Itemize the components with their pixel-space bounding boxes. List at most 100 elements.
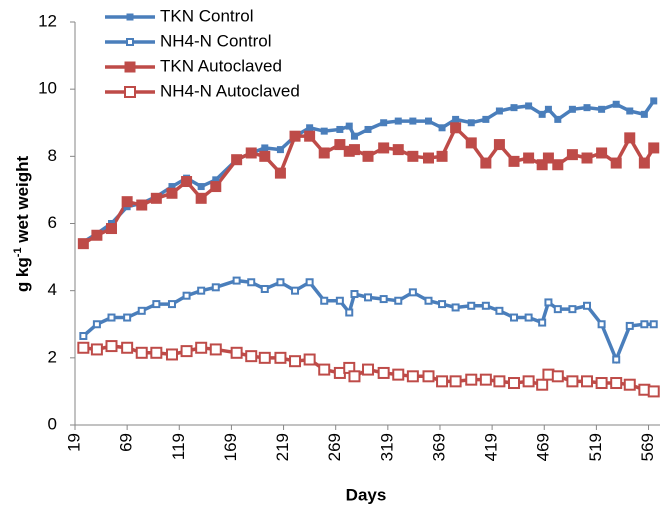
x-tick-label: 419 [482,433,501,461]
marker [553,305,562,314]
series-line [82,99,656,244]
marker [568,305,577,314]
marker [105,223,117,235]
legend-label: NH4-N Control [160,31,271,50]
marker [523,152,535,164]
marker [197,286,206,295]
marker [377,366,390,379]
marker [320,296,329,305]
x-tick-label: 119 [169,433,188,460]
marker [436,150,448,162]
marker [378,142,390,154]
marker [423,152,435,164]
marker [182,291,191,300]
x-tick-label: 469 [534,433,553,461]
marker [392,368,405,381]
marker [380,119,388,127]
marker [479,373,492,386]
marker [79,332,88,341]
marker [648,142,660,154]
legend-marker [124,61,136,73]
marker [612,355,621,364]
marker [408,288,417,297]
marker [336,125,344,133]
marker [597,320,606,329]
marker [364,125,372,133]
marker [568,105,576,113]
marker [197,183,205,191]
marker [422,370,435,383]
marker [650,97,658,105]
y-label-superscript: -1 [12,247,24,257]
y-tick-label: 6 [48,213,57,232]
marker [304,130,316,142]
marker [166,187,178,199]
marker [136,199,148,211]
marker [77,341,90,354]
marker [522,375,535,388]
marker [467,119,475,127]
marker [544,298,553,307]
marker [231,154,243,166]
marker [379,295,388,304]
marker [320,127,328,135]
marker [438,300,447,309]
marker [610,377,623,390]
marker [247,278,256,287]
marker [554,115,562,123]
marker [335,296,344,305]
y-axis-label: g kg-1 wet weight [12,155,33,292]
legend-marker [126,13,134,21]
marker [649,320,658,329]
marker [232,276,241,285]
marker [394,117,402,125]
marker [274,167,286,179]
marker [581,375,594,388]
marker [598,105,606,113]
marker [508,155,520,167]
marker [107,313,116,322]
y-label-part: wet weight [13,155,32,247]
marker [640,110,648,118]
marker [510,104,518,112]
legend-label: TKN Autoclaved [160,56,282,75]
marker [276,278,285,287]
marker [552,159,564,171]
marker [364,293,373,302]
marker [345,308,354,317]
marker [259,150,271,162]
marker [230,346,243,359]
marker [495,306,504,315]
marker [583,301,592,310]
marker [465,137,477,149]
marker [245,147,257,159]
marker [409,117,417,125]
marker [210,181,222,193]
marker [261,144,269,152]
marker [137,306,146,315]
marker [303,353,316,366]
marker [551,370,564,383]
legend-item: TKN Control [105,6,254,25]
marker [77,238,89,250]
marker [289,355,302,368]
marker [449,375,462,388]
x-tick-label: 69 [117,433,136,452]
marker [538,318,547,327]
marker [211,283,220,292]
marker [362,150,374,162]
marker [451,303,460,312]
marker [624,132,636,144]
marker [566,375,579,388]
marker [596,147,608,159]
marker [625,321,634,330]
series-line [82,278,654,365]
marker [438,124,446,132]
marker [524,313,533,322]
legend-item: NH4-N Autoclaved [105,81,300,100]
marker [612,100,620,108]
marker [318,147,330,159]
marker [121,196,133,208]
x-tick-label: 319 [377,433,396,461]
y-tick-label: 2 [48,347,57,366]
